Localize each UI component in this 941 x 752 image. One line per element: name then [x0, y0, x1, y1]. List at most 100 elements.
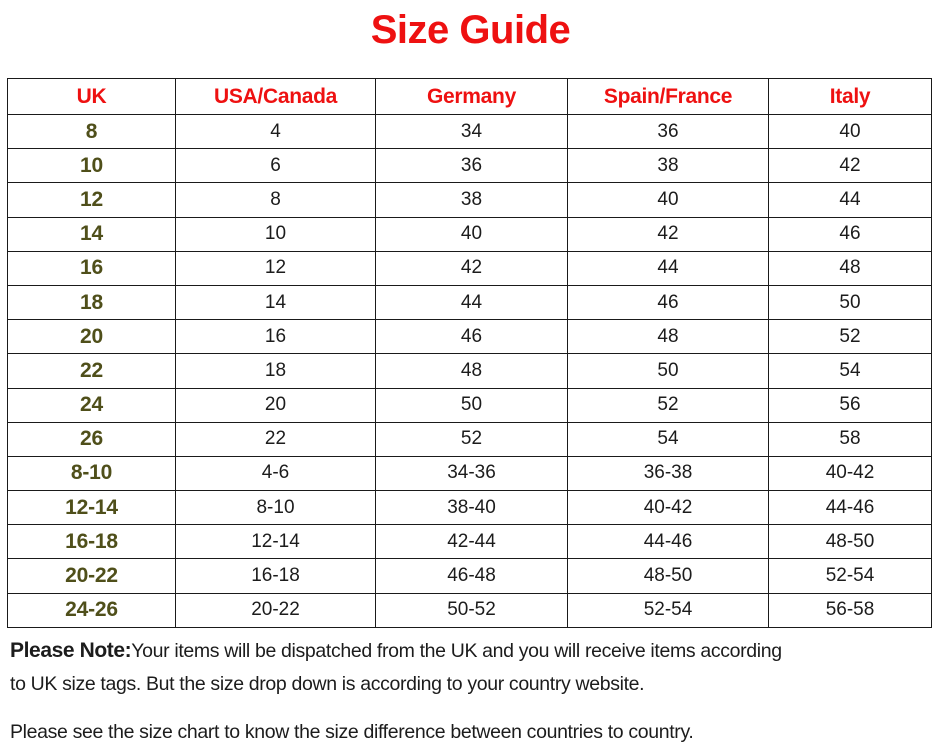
table-row: 12 8 38 40 44	[7, 182, 932, 218]
cell-germany: 34-36	[375, 455, 568, 492]
table-row: 26 22 52 54 58	[7, 421, 932, 457]
cell-usa-canada: 8	[175, 182, 376, 218]
table-row: 8-10 4-6 34-36 36-38 40-42	[7, 455, 932, 492]
cell-uk: 24	[7, 387, 176, 423]
cell-germany: 46-48	[375, 558, 568, 594]
cell-germany: 48	[375, 353, 568, 389]
note-body-line-1: Your items will be dispatched from the U…	[131, 640, 782, 662]
cell-usa-canada: 10	[175, 216, 376, 252]
cell-usa-canada: 22	[175, 421, 376, 457]
cell-uk: 14	[7, 216, 176, 252]
cell-uk: 8	[7, 113, 176, 150]
cell-italy: 52	[768, 319, 932, 355]
cell-spain-france: 44	[567, 250, 769, 286]
cell-uk: 24-26	[7, 592, 176, 628]
cell-italy: 44-46	[768, 490, 932, 526]
page-title: Size Guide	[370, 8, 571, 52]
cell-italy: 44	[768, 182, 932, 218]
cell-germany: 50	[375, 387, 568, 423]
cell-italy: 52-54	[768, 558, 932, 594]
cell-spain-france: 54	[567, 421, 769, 457]
cell-spain-france: 44-46	[567, 524, 769, 560]
table-row: 20 16 46 48 52	[7, 319, 932, 355]
cell-uk: 18	[7, 284, 176, 321]
cell-italy: 50	[768, 284, 932, 321]
cell-spain-france: 38	[567, 148, 769, 184]
cell-usa-canada: 20-22	[175, 592, 376, 628]
footer-notes: Please Note:Your items will be dispatche…	[10, 634, 932, 749]
cell-spain-france: 48	[567, 319, 769, 355]
note-line-1: Please Note:Your items will be dispatche…	[10, 634, 932, 668]
cell-spain-france: 36	[567, 113, 769, 150]
size-conversion-table: UK USA/Canada Germany Spain/France Italy…	[7, 78, 932, 628]
column-header-germany: Germany	[375, 78, 568, 115]
column-header-uk: UK	[7, 78, 176, 115]
note-line-3: Please see the size chart to know the si…	[10, 721, 694, 743]
table-row: 14 10 40 42 46	[7, 216, 932, 252]
cell-spain-france: 50	[567, 353, 769, 389]
table-row: 10 6 36 38 42	[7, 148, 932, 184]
cell-usa-canada: 16	[175, 319, 376, 355]
cell-germany: 42-44	[375, 524, 568, 560]
cell-italy: 48	[768, 250, 932, 286]
column-header-usa-canada: USA/Canada	[175, 78, 376, 115]
cell-uk: 26	[7, 421, 176, 457]
cell-spain-france: 40	[567, 182, 769, 218]
column-header-italy: Italy	[768, 78, 932, 115]
cell-usa-canada: 8-10	[175, 490, 376, 526]
cell-germany: 44	[375, 284, 568, 321]
table-row: 16 12 42 44 48	[7, 250, 932, 286]
table-row: 22 18 48 50 54	[7, 353, 932, 389]
cell-italy: 56-58	[768, 592, 932, 628]
cell-italy: 40-42	[768, 455, 932, 492]
cell-usa-canada: 4-6	[175, 455, 376, 492]
cell-usa-canada: 12	[175, 250, 376, 286]
cell-spain-france: 36-38	[567, 455, 769, 492]
cell-germany: 46	[375, 319, 568, 355]
cell-italy: 42	[768, 148, 932, 184]
cell-uk: 16	[7, 250, 176, 286]
table-row: 12-14 8-10 38-40 40-42 44-46	[7, 490, 932, 526]
cell-italy: 40	[768, 113, 932, 150]
size-table-body: 8 4 34 36 40 10 6 36 38 42 12 8 38	[7, 113, 932, 628]
cell-germany: 38-40	[375, 490, 568, 526]
cell-germany: 38	[375, 182, 568, 218]
cell-italy: 48-50	[768, 524, 932, 560]
note-label: Please Note:	[10, 639, 132, 662]
cell-uk: 20-22	[7, 558, 176, 594]
cell-uk: 8-10	[7, 455, 176, 492]
table-row: 24-26 20-22 50-52 52-54 56-58	[7, 592, 932, 628]
cell-spain-france: 52	[567, 387, 769, 423]
table-row: 24 20 50 52 56	[7, 387, 932, 423]
cell-usa-canada: 4	[175, 113, 376, 150]
cell-uk: 12-14	[7, 490, 176, 526]
cell-usa-canada: 18	[175, 353, 376, 389]
cell-spain-france: 40-42	[567, 490, 769, 526]
cell-spain-france: 46	[567, 284, 769, 321]
cell-germany: 52	[375, 421, 568, 457]
table-row: 18 14 44 46 50	[7, 284, 932, 321]
cell-usa-canada: 6	[175, 148, 376, 184]
cell-spain-france: 52-54	[567, 592, 769, 628]
cell-uk: 22	[7, 353, 176, 389]
cell-uk: 16-18	[7, 524, 176, 560]
cell-uk: 12	[7, 182, 176, 218]
column-header-spain-france: Spain/France	[567, 78, 769, 115]
table-row: 8 4 34 36 40	[7, 113, 932, 150]
cell-italy: 46	[768, 216, 932, 252]
cell-uk: 20	[7, 319, 176, 355]
cell-usa-canada: 12-14	[175, 524, 376, 560]
cell-italy: 54	[768, 353, 932, 389]
cell-italy: 56	[768, 387, 932, 423]
cell-germany: 34	[375, 113, 568, 150]
cell-italy: 58	[768, 421, 932, 457]
cell-spain-france: 48-50	[567, 558, 769, 594]
cell-germany: 50-52	[375, 592, 568, 628]
cell-spain-france: 42	[567, 216, 769, 252]
cell-uk: 10	[7, 148, 176, 184]
note-line-2: to UK size tags. But the size drop down …	[10, 673, 645, 695]
cell-usa-canada: 20	[175, 387, 376, 423]
cell-usa-canada: 16-18	[175, 558, 376, 594]
size-table-container: UK USA/Canada Germany Spain/France Italy…	[7, 78, 932, 628]
